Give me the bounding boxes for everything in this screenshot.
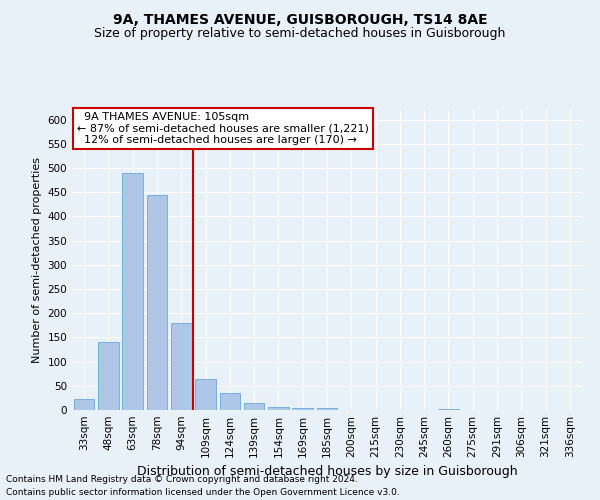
Bar	[438, 408, 459, 410]
Bar	[122, 173, 143, 410]
Bar	[146, 194, 167, 410]
Bar	[74, 400, 94, 410]
Bar	[98, 342, 119, 410]
Text: Contains HM Land Registry data © Crown copyright and database right 2024.: Contains HM Land Registry data © Crown c…	[6, 476, 358, 484]
Y-axis label: Number of semi-detached properties: Number of semi-detached properties	[32, 157, 42, 363]
Bar	[268, 407, 289, 410]
Bar	[171, 323, 191, 410]
Bar	[244, 402, 265, 410]
Bar	[317, 408, 337, 410]
Text: Size of property relative to semi-detached houses in Guisborough: Size of property relative to semi-detach…	[94, 28, 506, 40]
Text: 9A THAMES AVENUE: 105sqm
← 87% of semi-detached houses are smaller (1,221)
  12%: 9A THAMES AVENUE: 105sqm ← 87% of semi-d…	[77, 112, 369, 144]
Bar	[220, 393, 240, 410]
Bar	[292, 408, 313, 410]
X-axis label: Distribution of semi-detached houses by size in Guisborough: Distribution of semi-detached houses by …	[137, 466, 517, 478]
Bar	[195, 378, 216, 410]
Text: Contains public sector information licensed under the Open Government Licence v3: Contains public sector information licen…	[6, 488, 400, 497]
Text: 9A, THAMES AVENUE, GUISBOROUGH, TS14 8AE: 9A, THAMES AVENUE, GUISBOROUGH, TS14 8AE	[113, 12, 487, 26]
